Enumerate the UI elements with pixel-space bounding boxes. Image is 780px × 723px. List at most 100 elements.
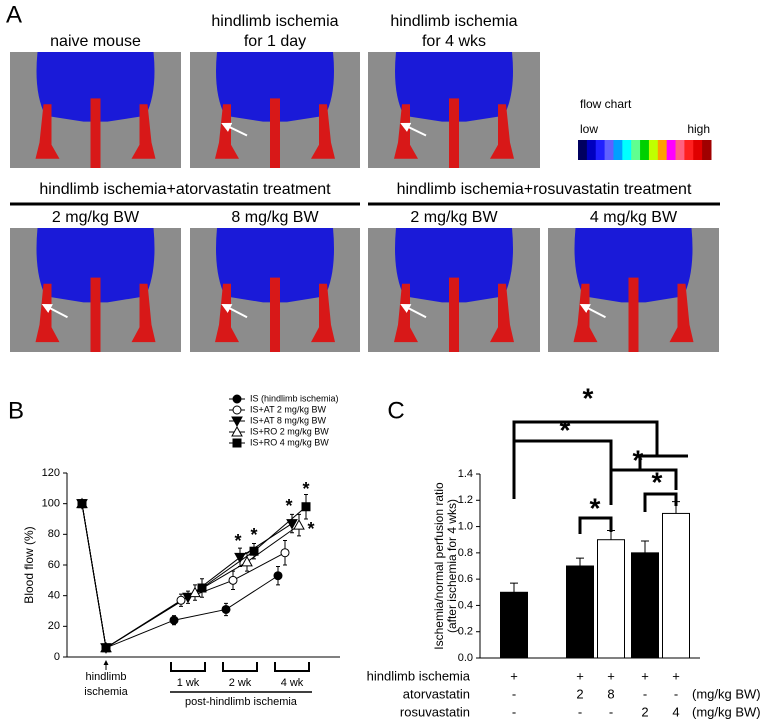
error-bar <box>641 540 649 553</box>
significance-mark: * <box>652 466 663 497</box>
dose-label: 4 mg/kg BW <box>590 209 678 226</box>
y-axis-title: Blood flow (%) <box>22 526 36 603</box>
y-tick-label: 0.8 <box>458 547 473 559</box>
y-tick-label: 20 <box>48 620 60 632</box>
body-signal <box>216 52 334 122</box>
tail <box>270 98 280 168</box>
leg-right <box>311 104 335 159</box>
body-signal <box>395 52 513 122</box>
data-point <box>301 502 311 512</box>
y-tick-label: 1.2 <box>458 494 473 506</box>
legend-label: IS (hindlimb ischemia) <box>250 393 339 403</box>
body-signal <box>216 228 334 303</box>
significance-bracket <box>643 492 678 512</box>
y-tick-label: 120 <box>42 467 60 479</box>
image-title: hindlimb ischemia <box>390 13 517 30</box>
legend-label: IS+AT 2 mg/kg BW <box>250 404 326 414</box>
leg-right <box>131 283 156 343</box>
y-tick-label: 80 <box>48 528 60 540</box>
legend-label: IS+RO 2 mg/kg BW <box>250 426 329 436</box>
y-tick-label: 0.0 <box>458 652 473 664</box>
color-scale <box>640 140 650 160</box>
significance-bracket <box>512 439 613 499</box>
leg-right <box>669 283 694 343</box>
data-point <box>77 499 87 509</box>
perfusion-image <box>368 228 540 352</box>
data-point <box>280 548 290 558</box>
x-tick-label: 1 wk <box>177 677 200 689</box>
legend-label: IS+RO 4 mg/kg BW <box>250 437 329 447</box>
x-axis-title: post-hindlimb ischemia <box>185 696 298 708</box>
significance-mark: * <box>234 531 241 551</box>
tail <box>90 277 101 352</box>
table-cell: 2 <box>576 686 583 701</box>
significance-mark: * <box>590 492 601 523</box>
group-title: hindlimb ischemia+atorvastatin treatment <box>39 181 331 198</box>
color-scale <box>586 140 597 160</box>
data-point <box>293 519 305 530</box>
color-scale <box>613 140 623 160</box>
row-label: rosuvastatin <box>400 704 470 719</box>
data-point <box>228 575 238 585</box>
legend-marker <box>231 416 243 428</box>
series-line <box>81 503 300 649</box>
y-tick-label: 1.0 <box>458 520 473 532</box>
table-cell: + <box>672 668 680 683</box>
y-tick-label: 60 <box>48 559 60 571</box>
data-point <box>221 604 231 614</box>
legend-marker <box>231 425 243 437</box>
body-signal <box>36 228 155 303</box>
legend-label: IS+AT 8 mg/kg BW <box>250 415 326 425</box>
significance-mark: * <box>307 519 314 539</box>
significance-bracket <box>578 516 613 534</box>
image-title: naive mouse <box>50 33 141 50</box>
color-scale <box>578 140 588 160</box>
y-axis-title: Ischemia/normal perfusion ratio <box>432 482 446 650</box>
table-cell: + <box>576 668 584 683</box>
row-label: hindlimb ischemia <box>367 668 471 683</box>
y-tick-label: 0.6 <box>458 573 473 585</box>
legend-low: low <box>580 122 598 136</box>
legend-marker <box>232 405 242 415</box>
series-line <box>81 503 293 649</box>
color-scale <box>675 140 685 160</box>
color-scale <box>702 140 712 160</box>
x-tick-label: 2 wk <box>229 677 252 689</box>
perfusion-image <box>190 228 360 352</box>
leg-right <box>311 283 335 343</box>
panel-letter: B <box>8 397 24 424</box>
significance-mark: * <box>560 414 571 445</box>
color-scale <box>631 140 641 160</box>
perfusion-image <box>10 52 181 168</box>
y-tick-label: 1.4 <box>458 468 473 480</box>
row-label: atorvastatin <box>403 686 470 701</box>
series-line <box>81 503 279 649</box>
row-unit: (mg/kg BW) <box>692 686 761 701</box>
tail <box>90 98 101 168</box>
table-cell: + <box>510 668 518 683</box>
table-cell: - <box>512 704 516 719</box>
dose-label: 8 mg/kg BW <box>231 209 319 226</box>
table-cell: 8 <box>607 686 614 701</box>
color-scale <box>622 140 632 160</box>
table-cell: - <box>512 686 516 701</box>
bar <box>631 552 659 659</box>
data-point <box>169 615 179 625</box>
leg-right <box>490 283 514 343</box>
color-scale <box>604 140 614 160</box>
image-title: for 4 wks <box>422 33 486 50</box>
color-scale <box>693 140 703 160</box>
tail <box>449 277 459 352</box>
tail <box>270 277 280 352</box>
significance-mark: * <box>633 444 644 475</box>
leg-right <box>131 104 156 159</box>
error-bar <box>510 582 518 593</box>
data-point <box>197 583 207 593</box>
legend-high: high <box>687 122 710 136</box>
body-signal <box>395 228 513 303</box>
panel-letter: C <box>387 397 404 424</box>
body-signal <box>574 228 693 303</box>
significance-mark: * <box>583 382 594 413</box>
y-tick-label: 100 <box>42 498 60 510</box>
